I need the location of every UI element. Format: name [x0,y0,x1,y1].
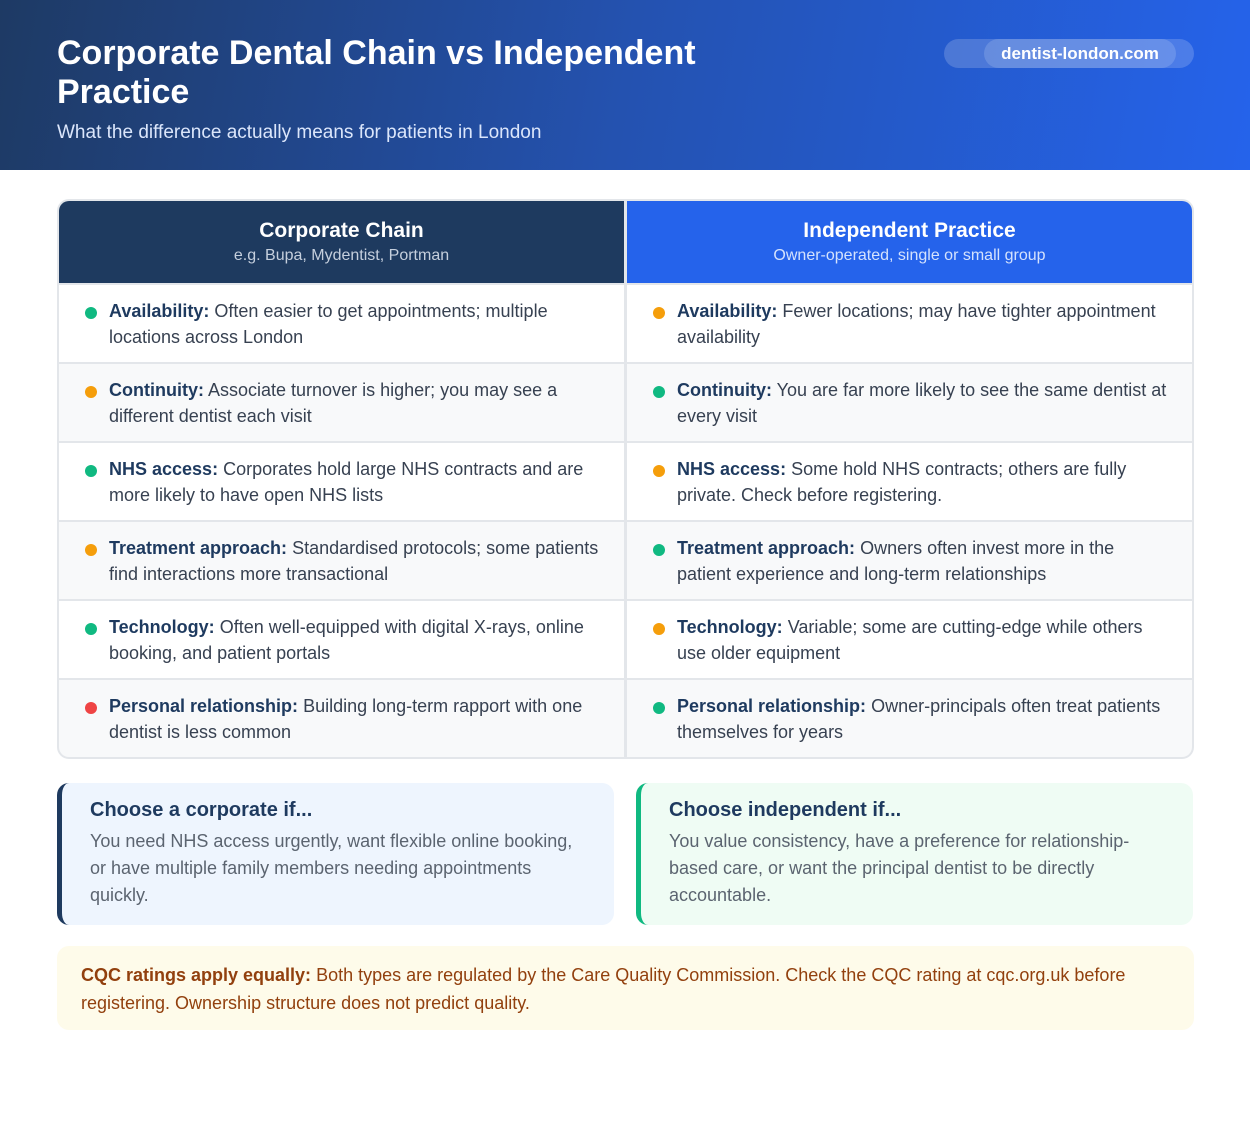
site-badge: dentist-london.com [944,39,1194,68]
status-dot-icon [653,386,665,398]
status-dot-icon [653,544,665,556]
table-cell-independent: Personal relationship: Owner-principals … [627,678,1192,757]
choose-independent-text: You value consistency, have a preference… [669,831,1130,905]
row-text: Building long-term rapport with one dent… [109,696,583,742]
status-dot-icon [85,544,97,556]
table-cell-corporate: Continuity: Associate turnover is higher… [59,362,624,441]
column-subtitle: Owner-operated, single or small group [773,247,1046,264]
row-text: Associate turnover is higher; you may se… [109,380,558,426]
table-cell-independent: Availability: Fewer locations; may have … [627,283,1192,362]
table-cell-corporate: Technology: Often well-equipped with dig… [59,599,624,678]
column-header-independent: Independent Practice Owner-operated, sin… [627,201,1192,283]
choose-corporate-title: Choose a corporate if... [90,799,313,821]
cqc-note-label: CQC ratings apply equally: [81,965,312,985]
row-label: Technology: [109,617,215,637]
column-title: Independent Practice [803,219,1016,242]
column-subtitle: e.g. Bupa, Mydentist, Portman [233,247,450,264]
row-text: Often well-equipped with digital X-rays,… [109,617,584,663]
comparison-table: Corporate Chain e.g. Bupa, Mydentist, Po… [57,199,1194,759]
row-text: Variable; some are cutting-edge while ot… [677,617,1143,663]
page-subtitle: What the difference actually means for p… [57,122,542,143]
row-label: Personal relationship: [109,696,299,716]
row-label: Technology: [677,617,783,637]
table-cell-corporate: Availability: Often easier to get appoin… [59,283,624,362]
column-title: Corporate Chain [259,219,424,242]
row-text: Often easier to get appointments; multip… [109,301,548,347]
status-dot-icon [653,307,665,319]
row-label: Treatment approach: [677,538,856,558]
row-label: Treatment approach: [109,538,288,558]
row-text: Owners often invest more in the patient … [677,538,1115,584]
row-label: NHS access: [109,459,219,479]
choose-independent-title: Choose independent if... [669,799,902,821]
status-dot-icon [653,465,665,477]
row-text: Fewer locations; may have tighter appoin… [677,301,1156,347]
header: Corporate Dental Chain vs Independent Pr… [0,0,1250,170]
status-dot-icon [85,702,97,714]
cqc-note: CQC ratings apply equally: Both types ar… [57,946,1194,1030]
status-dot-icon [85,465,97,477]
table-cell-independent: Treatment approach: Owners often invest … [627,520,1192,599]
row-text: Corporates hold large NHS contracts and … [109,459,584,505]
page-title: Corporate Dental Chain vs Independent Pr… [57,34,696,111]
choose-independent-box: Choose independent if... You value consi… [636,783,1193,925]
row-text: Standardised protocols; some patients fi… [109,538,599,584]
row-label: Continuity: [677,380,772,400]
status-dot-icon [85,307,97,319]
column-header-corporate: Corporate Chain e.g. Bupa, Mydentist, Po… [59,201,624,283]
status-dot-icon [85,623,97,635]
status-dot-icon [85,386,97,398]
site-badge-label[interactable]: dentist-london.com [984,39,1176,68]
table-cell-corporate: NHS access: Corporates hold large NHS co… [59,441,624,520]
row-text: Some hold NHS contracts; others are full… [677,459,1127,505]
row-text: You are far more likely to see the same … [677,380,1167,426]
table-cell-independent: Continuity: You are far more likely to s… [627,362,1192,441]
row-label: Availability: [677,301,778,321]
row-text: Owner-principals often treat patients th… [677,696,1161,742]
row-label: NHS access: [677,459,787,479]
row-label: Personal relationship: [677,696,867,716]
table-cell-independent: NHS access: Some hold NHS contracts; oth… [627,441,1192,520]
status-dot-icon [653,623,665,635]
table-cell-corporate: Treatment approach: Standardised protoco… [59,520,624,599]
table-cell-corporate: Personal relationship: Building long-ter… [59,678,624,757]
row-label: Availability: [109,301,210,321]
choose-corporate-box: Choose a corporate if... You need NHS ac… [57,783,614,925]
table-cell-independent: Technology: Variable; some are cutting-e… [627,599,1192,678]
cqc-note-text: Both types are regulated by the Care Qua… [81,965,1126,1013]
row-label: Continuity: [109,380,204,400]
status-dot-icon [653,702,665,714]
choose-corporate-text: You need NHS access urgently, want flexi… [90,831,573,905]
